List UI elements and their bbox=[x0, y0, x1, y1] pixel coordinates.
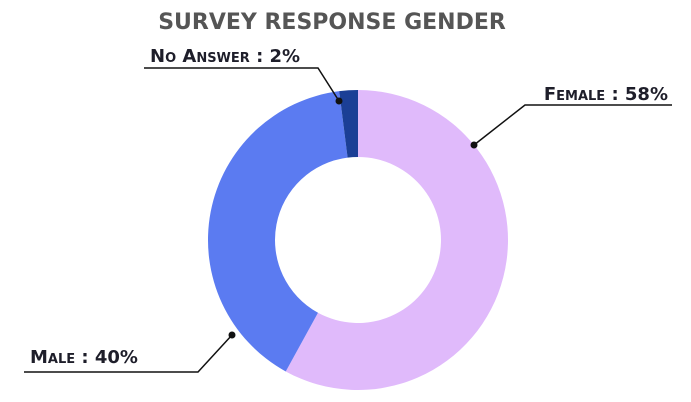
label-category: No Answer bbox=[150, 46, 250, 67]
label-separator: : bbox=[605, 84, 625, 105]
chart-title: SURVEY RESPONSE GENDER bbox=[158, 10, 506, 35]
donut-slice bbox=[285, 90, 508, 390]
label-category: Male bbox=[30, 347, 75, 368]
leader-line bbox=[24, 334, 233, 373]
leader-dot bbox=[470, 141, 478, 149]
donut-slice bbox=[339, 90, 358, 158]
leader-line bbox=[144, 67, 340, 102]
label-value: 58% bbox=[625, 84, 668, 105]
leader-dot bbox=[335, 97, 343, 105]
label-separator: : bbox=[75, 347, 95, 368]
data-label: No Answer : 2% bbox=[150, 46, 300, 67]
label-separator: : bbox=[250, 46, 270, 67]
data-label: Female : 58% bbox=[544, 84, 668, 105]
leader-dot bbox=[228, 331, 236, 339]
label-category: Female bbox=[544, 84, 605, 105]
donut-slice bbox=[207, 91, 348, 372]
label-value: 40% bbox=[95, 347, 138, 368]
data-label: Male : 40% bbox=[30, 347, 138, 368]
label-value: 2% bbox=[270, 46, 301, 67]
leader-line bbox=[473, 104, 672, 146]
